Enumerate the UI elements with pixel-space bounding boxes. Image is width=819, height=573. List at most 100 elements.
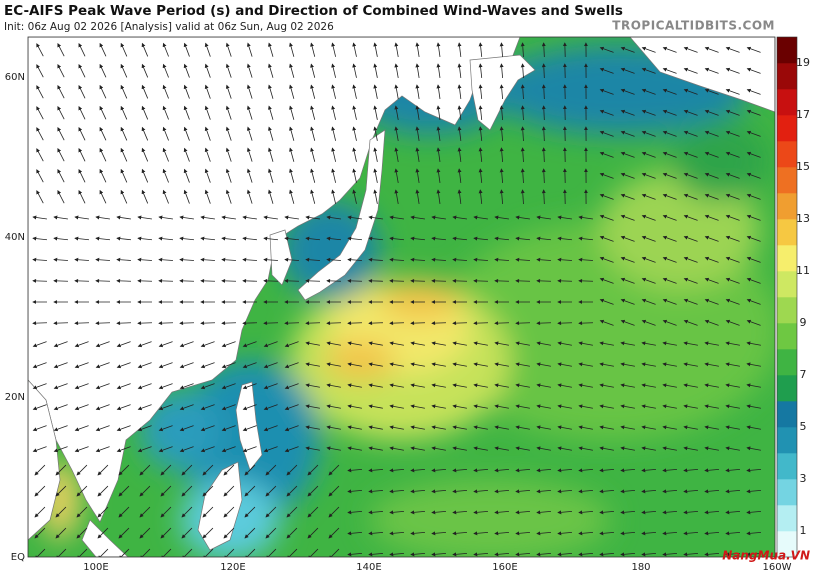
arrow [36, 43, 44, 57]
arrow [578, 425, 593, 430]
arrow [286, 485, 298, 497]
arrow [347, 446, 362, 451]
arrow [683, 214, 698, 221]
arrow [620, 341, 635, 346]
arrow [78, 42, 86, 57]
arrow [78, 63, 86, 78]
arrow [162, 126, 169, 141]
arrow [473, 341, 488, 346]
lat-label: 60N [5, 72, 25, 83]
arrow [53, 215, 68, 220]
arrow [515, 468, 531, 473]
arrow [368, 510, 384, 515]
arrow [181, 506, 193, 518]
arrow [53, 383, 68, 390]
arrow [246, 105, 253, 120]
arrow [200, 446, 215, 453]
arrow [536, 257, 552, 262]
arrow [347, 236, 363, 241]
arrow [179, 341, 194, 348]
arrow [118, 548, 130, 557]
arrow [662, 193, 677, 200]
arrow [137, 446, 152, 453]
arrow [452, 489, 468, 494]
arrow [179, 425, 194, 432]
arrow [53, 236, 69, 241]
arrow [704, 341, 719, 346]
arrow [494, 404, 509, 409]
arrow [307, 527, 319, 539]
arrow [746, 172, 761, 179]
arrow [641, 67, 656, 74]
arrow [118, 485, 130, 497]
arrow [683, 277, 698, 284]
colorbar-segment [777, 479, 797, 506]
arrow [457, 63, 462, 78]
arrow [160, 548, 172, 557]
arrow [32, 362, 47, 369]
arrow [641, 298, 656, 305]
arrow [328, 485, 340, 497]
lat-label: 20N [5, 392, 25, 403]
arrow [746, 341, 761, 346]
arrow [139, 506, 151, 518]
colorbar-segment [777, 297, 797, 324]
arrow [394, 42, 399, 57]
arrow [436, 63, 441, 78]
arrow [74, 425, 89, 432]
arrow [307, 548, 319, 557]
arrow [520, 63, 525, 79]
colorbar-label: 3 [800, 472, 807, 485]
arrow [36, 127, 44, 141]
arrow [225, 147, 232, 162]
arrow [473, 510, 489, 515]
arrow [620, 298, 635, 305]
colorbar-segment [777, 323, 797, 350]
arrow [452, 236, 468, 241]
arrow [620, 151, 635, 158]
arrow [204, 84, 211, 99]
arrow [244, 464, 256, 476]
arrow [118, 527, 130, 539]
arrow [95, 257, 111, 262]
arrow [662, 446, 677, 451]
arrow [536, 531, 552, 536]
arrow [284, 236, 300, 241]
arrow [683, 172, 698, 179]
arrow [328, 527, 340, 539]
arrow [410, 425, 425, 430]
arrow [641, 277, 656, 284]
arrow [410, 236, 426, 241]
arrow [389, 341, 404, 346]
arrow [494, 341, 509, 346]
arrow [620, 235, 635, 242]
arrow [457, 42, 462, 57]
arrow [599, 46, 614, 53]
arrow [200, 236, 216, 241]
arrow [473, 383, 488, 388]
arrow [116, 215, 131, 220]
arrow [139, 548, 151, 557]
arrow [244, 506, 256, 518]
arrow [352, 189, 357, 204]
arrow [578, 489, 594, 494]
arrow [704, 510, 720, 515]
arrow [641, 214, 656, 221]
arrow [326, 383, 341, 388]
arrow [641, 88, 656, 95]
arrow [389, 236, 405, 241]
arrow [242, 362, 257, 369]
arrow [578, 404, 593, 409]
arrow [32, 446, 47, 453]
arrow [116, 257, 132, 262]
arrow [662, 319, 677, 326]
arrow [284, 341, 299, 348]
arrow [57, 190, 65, 204]
arrow [181, 464, 193, 476]
arrow [620, 172, 635, 179]
arrow [141, 84, 149, 99]
arrow [242, 321, 258, 326]
arrow [305, 257, 321, 262]
arrow [515, 383, 530, 388]
arrow [578, 383, 593, 388]
